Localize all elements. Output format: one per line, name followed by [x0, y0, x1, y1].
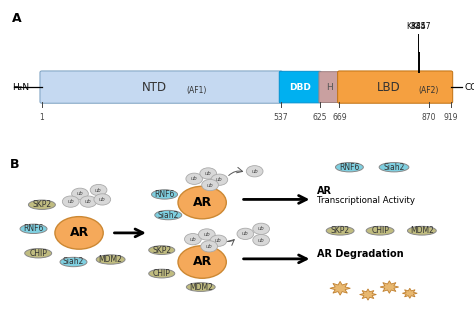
Circle shape — [211, 174, 228, 185]
Text: 1: 1 — [39, 113, 44, 122]
Text: LBD: LBD — [376, 81, 400, 93]
Text: RNF6: RNF6 — [155, 190, 175, 199]
Text: K847: K847 — [411, 22, 431, 31]
Circle shape — [201, 241, 218, 252]
Ellipse shape — [408, 226, 436, 235]
Circle shape — [186, 173, 202, 184]
Text: NTD: NTD — [142, 81, 167, 93]
Text: (AF2): (AF2) — [419, 85, 439, 94]
Circle shape — [178, 186, 226, 219]
Text: ub: ub — [216, 177, 223, 182]
Text: RNF6: RNF6 — [339, 163, 360, 172]
Circle shape — [253, 234, 270, 246]
Text: ub: ub — [67, 199, 74, 204]
Ellipse shape — [20, 224, 47, 234]
Text: COOH: COOH — [465, 83, 474, 92]
Text: 669: 669 — [332, 113, 347, 122]
Text: AR: AR — [192, 196, 212, 209]
Text: ub: ub — [77, 191, 83, 196]
Text: CHIP: CHIP — [371, 226, 389, 235]
Text: CHIP: CHIP — [153, 269, 171, 278]
Text: ub: ub — [190, 237, 196, 242]
Polygon shape — [402, 288, 417, 298]
FancyBboxPatch shape — [319, 72, 340, 102]
Text: AR: AR — [69, 226, 89, 239]
Circle shape — [210, 235, 227, 246]
Text: 625: 625 — [312, 113, 327, 122]
Ellipse shape — [155, 210, 182, 220]
Text: ub: ub — [205, 171, 211, 176]
Polygon shape — [330, 281, 350, 295]
Circle shape — [202, 179, 219, 191]
Text: H: H — [326, 83, 333, 92]
Text: ub: ub — [206, 244, 212, 249]
Ellipse shape — [28, 200, 55, 210]
FancyBboxPatch shape — [279, 71, 321, 103]
Text: ub: ub — [95, 188, 102, 193]
Text: MDM2: MDM2 — [410, 226, 434, 235]
Text: Siah2: Siah2 — [63, 257, 84, 266]
Text: MDM2: MDM2 — [99, 255, 123, 264]
Text: 870: 870 — [422, 113, 436, 122]
Ellipse shape — [96, 255, 125, 264]
Polygon shape — [360, 289, 376, 300]
FancyBboxPatch shape — [337, 71, 453, 103]
Text: 537: 537 — [273, 113, 288, 122]
Text: MDM2: MDM2 — [189, 283, 213, 292]
Ellipse shape — [60, 257, 87, 267]
Text: ub: ub — [191, 176, 198, 181]
Circle shape — [253, 223, 270, 234]
Circle shape — [90, 184, 107, 196]
Text: ub: ub — [85, 199, 92, 204]
Ellipse shape — [326, 226, 354, 235]
Circle shape — [184, 234, 201, 245]
Circle shape — [200, 168, 217, 179]
Text: ub: ub — [242, 231, 249, 236]
Ellipse shape — [379, 162, 409, 172]
Text: ub: ub — [203, 232, 210, 237]
Ellipse shape — [149, 246, 175, 255]
Text: A: A — [12, 12, 21, 25]
Ellipse shape — [186, 283, 215, 292]
Text: CHIP: CHIP — [29, 249, 47, 258]
Ellipse shape — [152, 190, 178, 199]
Circle shape — [237, 228, 254, 240]
Text: ub: ub — [99, 197, 106, 202]
Ellipse shape — [366, 226, 394, 235]
Text: ub: ub — [207, 182, 213, 188]
Ellipse shape — [25, 249, 52, 258]
Text: ub: ub — [251, 169, 258, 174]
Polygon shape — [380, 281, 399, 293]
Text: Siah2: Siah2 — [157, 211, 179, 219]
Text: Siah2: Siah2 — [383, 163, 405, 172]
Text: ub: ub — [258, 226, 264, 231]
Ellipse shape — [149, 269, 175, 278]
Text: DBD: DBD — [289, 83, 311, 92]
FancyBboxPatch shape — [40, 71, 283, 103]
Text: SKP2: SKP2 — [152, 246, 171, 255]
Text: ub: ub — [215, 238, 222, 243]
Text: AR Degradation: AR Degradation — [317, 249, 403, 259]
Text: (AF1): (AF1) — [186, 85, 207, 94]
Text: H₂N: H₂N — [12, 83, 29, 92]
Circle shape — [80, 196, 97, 207]
Circle shape — [63, 196, 79, 207]
Text: B: B — [9, 158, 19, 171]
Text: 919: 919 — [444, 113, 458, 122]
Circle shape — [178, 246, 226, 278]
Circle shape — [72, 188, 88, 199]
Circle shape — [246, 166, 263, 177]
Ellipse shape — [336, 162, 364, 172]
Circle shape — [55, 217, 103, 249]
Text: RNF6: RNF6 — [23, 224, 44, 233]
Text: Transcriptional Activity: Transcriptional Activity — [317, 196, 415, 205]
Text: SKP2: SKP2 — [32, 200, 52, 209]
Text: ub: ub — [258, 238, 264, 242]
Circle shape — [199, 229, 215, 240]
Text: K845: K845 — [406, 22, 425, 31]
Text: AR: AR — [317, 186, 332, 196]
Text: AR: AR — [192, 256, 212, 269]
Text: SKP2: SKP2 — [330, 226, 350, 235]
Circle shape — [94, 194, 110, 205]
